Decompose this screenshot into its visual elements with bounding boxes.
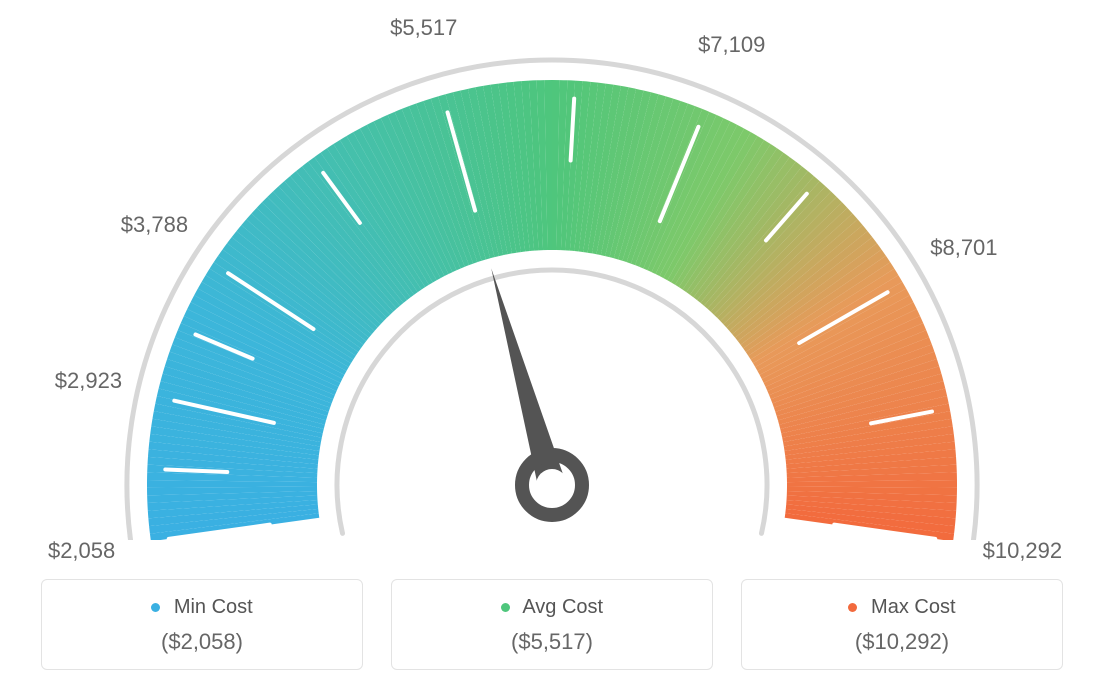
gauge-tick-label: $8,701 (930, 235, 997, 261)
dot-icon (501, 603, 510, 612)
gauge-tick-label: $7,109 (698, 32, 765, 58)
legend-title-avg: Avg Cost (402, 596, 702, 619)
legend-title-min: Min Cost (52, 596, 352, 619)
legend-value-avg: ($5,517) (402, 629, 702, 655)
gauge-svg (0, 0, 1104, 540)
gauge-tick-label: $2,923 (55, 368, 122, 394)
legend-title-label: Max Cost (871, 596, 955, 618)
legend-value-min: ($2,058) (52, 629, 352, 655)
gauge-tick-label: $5,517 (390, 15, 457, 41)
dot-icon (848, 603, 857, 612)
gauge-tick-label: $10,292 (983, 538, 1063, 564)
gauge-tick-label: $3,788 (121, 212, 188, 238)
gauge-chart: $2,058$2,923$3,788$5,517$7,109$8,701$10,… (0, 0, 1104, 540)
legend-card-avg: Avg Cost ($5,517) (391, 579, 713, 670)
gauge-tick-label: $2,058 (48, 538, 115, 564)
legend-value-max: ($10,292) (752, 629, 1052, 655)
legend-card-max: Max Cost ($10,292) (741, 579, 1063, 670)
legend-title-max: Max Cost (752, 596, 1052, 619)
legend-row: Min Cost ($2,058) Avg Cost ($5,517) Max … (0, 579, 1104, 670)
legend-card-min: Min Cost ($2,058) (41, 579, 363, 670)
legend-title-label: Avg Cost (522, 596, 603, 618)
dot-icon (151, 603, 160, 612)
legend-title-label: Min Cost (174, 596, 253, 618)
